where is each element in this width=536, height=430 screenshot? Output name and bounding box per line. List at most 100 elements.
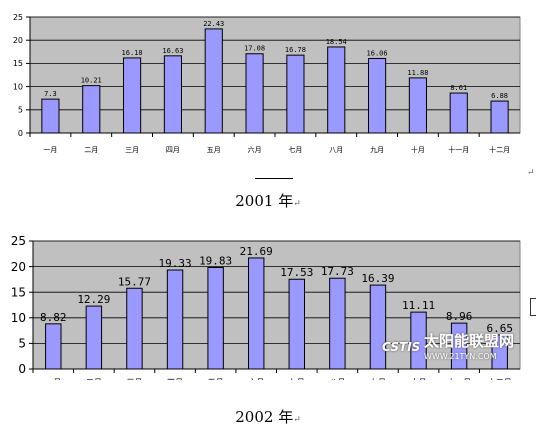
caption-2001-text: 2001 年	[235, 192, 294, 210]
x-tick-label: 四月	[167, 378, 183, 380]
x-tick-label: 九月	[370, 378, 386, 380]
data-label: 11.11	[402, 299, 435, 312]
data-label: 11.88	[407, 69, 428, 77]
paragraph-mark: ↵	[293, 415, 301, 425]
bar	[163, 55, 182, 134]
data-label: 8.96	[446, 310, 473, 323]
y-tick-label: 25	[13, 13, 23, 22]
bar	[491, 334, 508, 370]
x-tick-label: 七月	[288, 145, 302, 154]
x-tick-label: 一月	[43, 146, 57, 154]
data-label: 8.61	[450, 84, 467, 92]
y-tick-label: 15	[13, 59, 23, 68]
bar	[288, 278, 306, 370]
bar	[207, 266, 224, 370]
x-tick-label: 十月	[411, 377, 427, 380]
caption-rule	[255, 178, 293, 179]
bar	[126, 287, 143, 370]
x-tick-label: 八月	[329, 146, 343, 154]
bar	[82, 85, 101, 134]
x-tick-label: 十月	[411, 145, 425, 154]
bar	[123, 57, 142, 134]
data-label: 15.77	[118, 275, 151, 288]
y-tick-label: 25	[11, 234, 26, 248]
bar	[41, 98, 60, 134]
y-tick-label: 15	[11, 285, 26, 299]
data-label: 17.53	[280, 266, 313, 279]
plot-area	[32, 240, 521, 370]
bar	[450, 322, 468, 370]
bar	[449, 92, 468, 134]
data-label: 10.21	[81, 77, 102, 85]
caption-2002-text: 2002 年	[235, 408, 294, 426]
x-tick-label: 三月	[126, 378, 142, 380]
y-tick-label: 0	[18, 362, 26, 376]
y-tick-label: 20	[11, 260, 26, 274]
data-label: 7.3	[44, 90, 57, 98]
data-label: 16.06	[367, 49, 388, 57]
data-label: 17.08	[244, 45, 265, 53]
x-tick-label: 六月	[248, 145, 262, 154]
x-tick-label: 十一月	[447, 377, 471, 380]
watermark-name: 太阳能联盟网	[424, 332, 515, 350]
page-edge-marker	[530, 298, 536, 316]
paragraph-mark: ↵	[527, 168, 535, 178]
data-label: 17.73	[321, 265, 354, 278]
data-label: 16.39	[361, 272, 394, 285]
watermark: CSTIS 太阳能联盟网 WWW.21TYN.COM	[382, 330, 522, 370]
data-label: 22.43	[203, 20, 224, 28]
x-tick-label: 十一月	[448, 145, 469, 154]
bar	[286, 54, 305, 134]
x-tick-label: 八月	[329, 378, 345, 380]
data-label: 12.29	[77, 293, 110, 306]
bar	[408, 77, 427, 134]
data-label: 18.54	[326, 38, 347, 46]
chart-2002: 0 5 10 15 20 25 8.82 一月 12.29 二月 15.77 三月 19.33 四月 19.…	[11, 234, 521, 380]
chart-2001: 0 5 10 15 20 25 7.3 一月 10.21 二月 16.18 三月 16.63 四月 22.4…	[13, 13, 521, 154]
bar	[329, 277, 346, 370]
x-tick-label: 七月	[289, 378, 305, 380]
bar	[204, 28, 223, 134]
caption-2001: 2001 年↵	[0, 190, 536, 211]
y-tick-label: 5	[18, 337, 26, 351]
y-tick-label: 10	[11, 311, 26, 325]
y-tick-label: 20	[13, 36, 23, 45]
data-label: 21.69	[240, 245, 273, 258]
watermark-url: WWW.21TYN.COM	[424, 352, 497, 361]
data-label: 16.63	[162, 47, 183, 55]
x-tick-label: 九月	[370, 145, 384, 154]
data-label: 6.88	[491, 92, 508, 100]
bar	[245, 53, 264, 134]
x-tick-label: 十二月	[489, 145, 510, 154]
bar	[166, 269, 184, 370]
data-label: 19.33	[158, 257, 191, 270]
y-tick-label: 10	[13, 82, 23, 91]
data-label: 8.82	[40, 311, 67, 324]
bar	[247, 257, 265, 370]
data-label: 16.18	[122, 49, 143, 57]
watermark-logo: CSTIS	[382, 340, 421, 354]
x-tick-label: 六月	[248, 377, 264, 380]
y-tick-label: 0	[18, 129, 23, 138]
bar	[369, 284, 387, 370]
x-tick-label: 三月	[125, 146, 139, 154]
data-label: 16.78	[285, 46, 306, 54]
x-tick-label: 五月	[207, 146, 221, 154]
bar	[410, 311, 427, 370]
paragraph-mark: ↵	[293, 199, 301, 209]
data-label: 6.65	[486, 322, 513, 335]
bar	[85, 305, 103, 370]
bar	[490, 100, 509, 134]
bar	[327, 46, 346, 134]
x-tick-label: 十二月	[488, 377, 512, 380]
bar	[45, 323, 62, 370]
x-tick-label: 一月	[45, 378, 61, 380]
x-tick-label: 二月	[84, 146, 98, 154]
x-tick-label: 五月	[208, 378, 224, 380]
data-label: 19.83	[199, 254, 232, 267]
bar	[368, 57, 387, 134]
x-tick-label: 二月	[86, 378, 102, 380]
plot-area	[29, 16, 521, 134]
y-tick-label: 5	[18, 106, 23, 115]
x-tick-label: 四月	[166, 146, 180, 154]
